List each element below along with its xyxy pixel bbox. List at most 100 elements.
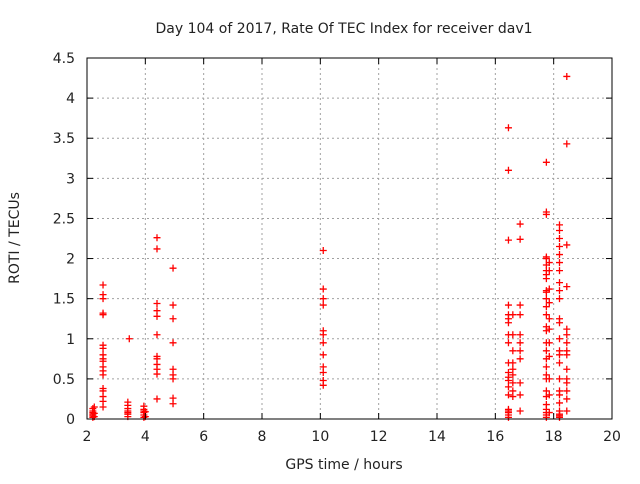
data-point [563, 140, 571, 148]
data-point [542, 158, 550, 166]
data-point [516, 355, 524, 363]
data-point [563, 72, 571, 80]
data-point [545, 339, 553, 347]
data-point [124, 398, 132, 406]
data-point [169, 394, 177, 402]
x-tick-label: 6 [199, 429, 208, 445]
data-point [509, 365, 517, 373]
data-point [556, 243, 563, 251]
data-point [563, 347, 571, 355]
data-point [169, 365, 177, 373]
tick-labels: 2 4 6 8 10 12 14 16 18 20 0 0.5 1 1.5 2 2.5 3 3.5 4 4.5 [53, 51, 621, 445]
data-point [545, 325, 553, 333]
data-point [509, 331, 517, 339]
y-tick-label: 0 [66, 412, 75, 428]
data-point [556, 335, 563, 343]
x-tick-label: 4 [141, 429, 150, 445]
data-point [90, 409, 98, 417]
data-point [556, 315, 563, 323]
data-point [153, 352, 161, 360]
data-point [556, 287, 563, 295]
data-point [153, 234, 161, 242]
data-point [99, 351, 107, 359]
data-point [563, 339, 571, 347]
data-point [319, 363, 327, 371]
axis-ticks [86, 57, 613, 420]
data-point [542, 311, 550, 319]
data-point [90, 403, 98, 411]
data-point [563, 395, 571, 403]
y-tick-label: 4 [66, 91, 75, 107]
x-tick-label: 2 [83, 429, 92, 445]
data-point [319, 339, 327, 347]
data-point [556, 235, 563, 242]
data-point [516, 235, 524, 243]
y-tick-label: 3 [66, 171, 75, 187]
data-point [140, 402, 148, 410]
chart-title: Day 104 of 2017, Rate Of TEC Index for r… [155, 21, 532, 37]
data-point [542, 303, 550, 311]
y-axis-label: ROTI / TECUs [7, 192, 23, 284]
data-point [516, 311, 524, 319]
data-point [504, 124, 512, 132]
data-point [545, 299, 553, 307]
data-point [504, 368, 512, 376]
data-point [556, 295, 563, 303]
x-tick-label: 20 [603, 429, 621, 445]
data-point [563, 375, 571, 383]
data-point [153, 245, 161, 253]
y-tick-label: 3.5 [53, 131, 75, 147]
x-axis-label: GPS time / hours [285, 457, 402, 473]
data-point [563, 387, 571, 395]
data-point [504, 166, 512, 174]
data-point [516, 220, 524, 228]
data-point [516, 347, 524, 355]
grid-lines [87, 58, 612, 419]
data-point [556, 407, 563, 415]
data-point [504, 383, 512, 391]
data-point [319, 327, 327, 335]
data-point [509, 379, 517, 387]
data-point [542, 363, 550, 371]
data-point [545, 267, 553, 275]
data-point [556, 359, 563, 367]
data-point [504, 405, 512, 413]
data-point [556, 251, 563, 259]
data-point [556, 221, 563, 229]
data-point [563, 241, 571, 249]
data-point [563, 407, 571, 415]
data-point [509, 347, 517, 355]
data-point [125, 335, 133, 343]
data-point [545, 315, 553, 323]
x-tick-label: 8 [258, 429, 267, 445]
data-point [509, 387, 517, 395]
data-point [542, 208, 550, 216]
data-point [545, 285, 553, 293]
data-point [99, 341, 107, 349]
data-point [556, 259, 563, 267]
data-point [556, 387, 563, 395]
data-point [556, 399, 563, 407]
data-point [153, 331, 161, 339]
data-point [545, 259, 553, 267]
data-point [516, 407, 524, 415]
data-point [542, 347, 550, 355]
data-point [319, 376, 327, 384]
data-point [169, 264, 177, 272]
data-point [509, 359, 517, 367]
data-point [542, 387, 550, 395]
data-point [504, 391, 512, 399]
data-points [89, 72, 571, 421]
data-point [516, 379, 524, 387]
data-point [516, 339, 524, 347]
data-point [545, 352, 553, 360]
data-point [504, 339, 512, 347]
data-point [99, 385, 107, 393]
y-tick-label: 4.5 [53, 51, 75, 67]
y-tick-label: 0.5 [53, 372, 75, 388]
data-point [153, 299, 161, 307]
data-point [556, 279, 563, 287]
data-point [516, 331, 524, 339]
x-tick-label: 16 [486, 429, 504, 445]
